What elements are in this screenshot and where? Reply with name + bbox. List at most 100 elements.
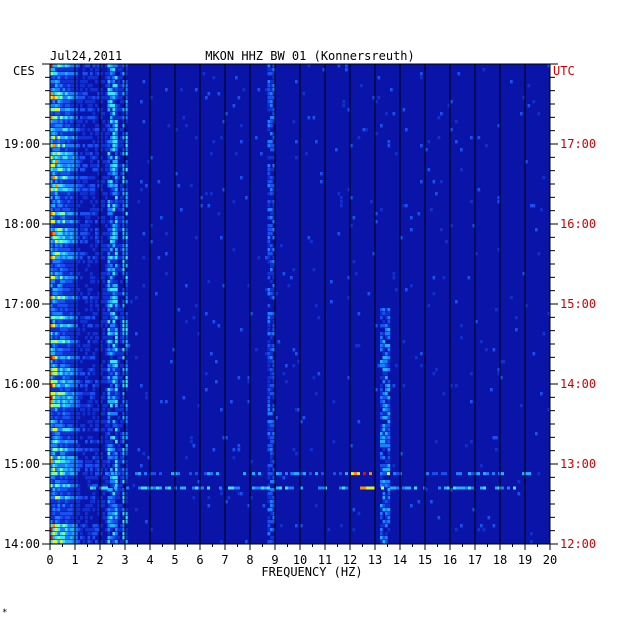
spectrogram-cell: [55, 220, 58, 224]
spectrogram-cell: [60, 396, 63, 400]
spectrogram-cell: [67, 208, 71, 212]
spectrogram-cell: [537, 112, 541, 116]
spectrogram-cell: [60, 100, 63, 104]
spectrogram-cell: [125, 292, 128, 296]
spectrogram-cell: [77, 144, 81, 148]
spectrogram-cell: [477, 528, 481, 532]
right-tick-label: 17:00: [560, 137, 596, 151]
spectrogram-cell: [102, 96, 106, 100]
spectrogram-cell: [150, 240, 153, 244]
spectrogram-cell: [267, 128, 271, 132]
spectrogram-cell: [115, 492, 118, 496]
spectrogram-cell: [122, 108, 126, 112]
spectrogram-cell: [110, 388, 113, 392]
spectrogram-cell: [87, 408, 91, 412]
spectrogram-cell: [102, 248, 106, 252]
spectrogram-cell: [270, 88, 273, 92]
spectrogram-cell: [67, 112, 71, 116]
spectrogram-cell: [270, 452, 273, 456]
spectrogram-cell: [435, 192, 438, 196]
spectrogram-cell: [72, 524, 76, 528]
spectrogram-cell: [107, 340, 111, 344]
spectrogram-cell: [102, 120, 106, 124]
spectrogram-cell: [87, 404, 91, 408]
spectrogram-cell: [112, 112, 116, 116]
spectrogram-cell: [117, 508, 121, 512]
spectrogram-cell: [87, 152, 91, 156]
spectrogram-cell: [95, 384, 98, 388]
spectrogram-cell: [117, 448, 121, 452]
spectrogram-cell: [385, 440, 388, 444]
spectrogram-cell: [107, 400, 111, 404]
spectrogram-cell: [100, 276, 103, 280]
spectrogram-cell: [75, 324, 78, 328]
spectrogram-cell: [105, 284, 108, 288]
spectrogram-cell: [82, 320, 86, 324]
spectrogram-cell: [142, 120, 146, 124]
spectrogram-cell: [57, 340, 61, 344]
spectrogram-cell: [115, 192, 118, 196]
spectrogram-cell: [87, 332, 91, 336]
spectrogram-cell: [52, 100, 56, 104]
x-tick-label: 14: [393, 553, 407, 567]
spectrogram-cell: [72, 92, 76, 96]
spectrogram-cell: [110, 212, 113, 216]
spectrogram-cell: [55, 388, 58, 392]
spectrogram-cell: [280, 524, 283, 528]
spectrogram-cell: [95, 408, 98, 412]
spectrogram-cell: [115, 104, 118, 108]
spectrogram-cell: [72, 240, 76, 244]
spectrogram-cell: [107, 88, 111, 92]
spectrogram-cell: [112, 372, 116, 376]
spectrogram-cell: [112, 420, 116, 424]
spectrogram-cell: [352, 260, 356, 264]
spectrogram-cell: [267, 432, 271, 436]
spectrogram-cell: [105, 92, 108, 96]
spectrogram-cell: [202, 72, 206, 76]
spectrogram-cell: [107, 452, 111, 456]
spectrogram-cell: [395, 152, 398, 156]
spectrogram-cell: [115, 404, 118, 408]
spectrogram-cell: [82, 228, 86, 232]
spectrogram-cell: [90, 228, 93, 232]
spectrogram-cell: [267, 88, 271, 92]
spectrogram-cell: [115, 184, 118, 188]
spectrogram-cell: [65, 436, 68, 440]
spectrogram-cell: [75, 332, 78, 336]
spectrogram-cell: [385, 396, 388, 400]
x-tick-label: 6: [196, 553, 203, 567]
spectrogram-cell: [75, 96, 78, 100]
spectrogram-cell: [57, 344, 61, 348]
spectrogram-cell: [125, 72, 128, 76]
spectrogram-cell: [125, 252, 128, 256]
spectrogram-cell: [122, 416, 126, 420]
spectrogram-cell: [270, 108, 273, 112]
spectrogram-cell: [85, 300, 88, 304]
spectrogram-cell: [75, 520, 78, 524]
spectrogram-cell: [122, 300, 126, 304]
spectrogram-cell: [50, 68, 53, 72]
spectrogram-cell: [90, 208, 93, 212]
spectrogram-cell: [92, 140, 96, 144]
spectrogram-cell: [87, 292, 91, 296]
spectrogram-cell: [385, 356, 388, 360]
spectrogram-cell: [352, 528, 356, 532]
spectrogram-cell: [385, 424, 388, 428]
spectrogram-cell: [95, 336, 98, 340]
spectrogram-cell: [57, 396, 61, 400]
spectrogram-cell: [102, 332, 106, 336]
spectrogram-cell: [366, 486, 369, 490]
spectrogram-cell: [120, 128, 123, 132]
spectrogram-cell: [335, 148, 338, 152]
spectrogram-cell: [112, 140, 116, 144]
spectrogram-cell: [60, 240, 63, 244]
spectrogram-cell: [55, 508, 58, 512]
spectrogram-cell: [57, 156, 61, 160]
spectrogram-cell: [87, 116, 91, 120]
spectrogram-cell: [410, 284, 413, 288]
spectrogram-cell: [70, 196, 73, 200]
spectrogram-cell: [52, 312, 56, 316]
spectrogram-cell: [385, 324, 388, 328]
spectrogram-cell: [52, 328, 56, 332]
spectrogram-cell: [52, 392, 56, 396]
